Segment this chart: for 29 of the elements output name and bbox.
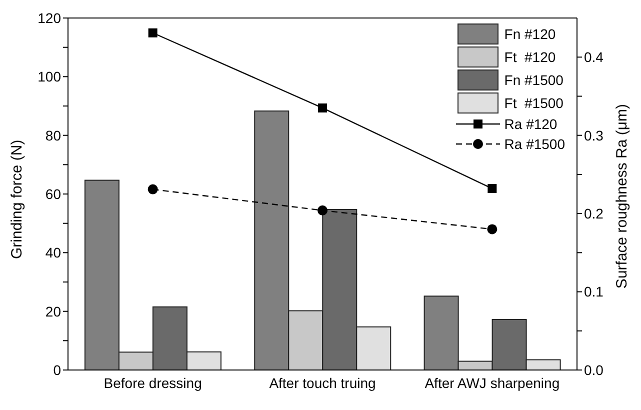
- point: [318, 103, 327, 112]
- point: [148, 28, 158, 38]
- y2-tick-label: 0.3: [584, 127, 604, 144]
- x-tick-label: After AWJ sharpening: [424, 374, 560, 391]
- x-tick-label: After touch truing: [269, 374, 376, 391]
- y-tick-label: 60: [45, 186, 62, 202]
- x-tick-label: Before dressing: [104, 374, 202, 391]
- point: [487, 224, 498, 234]
- legend-label: Ft #120: [504, 48, 556, 64]
- y-tick-label: 0: [53, 362, 62, 378]
- y-tick-label: 20: [45, 303, 62, 320]
- y-tick-label: 120: [38, 10, 62, 26]
- point: [488, 184, 497, 194]
- legend-label: Fn #1500: [504, 72, 564, 88]
- y-axis-title: Grinding force (N): [8, 140, 26, 259]
- y-tick-label: 40: [45, 244, 62, 261]
- y2-tick-label: 0.4: [584, 49, 604, 66]
- y2-tick-label: 0.2: [584, 206, 604, 222]
- y2-tick-label: 0.0: [584, 362, 604, 378]
- y-tick-label: 80: [45, 127, 62, 144]
- y2-tick-label: 0.1: [584, 284, 604, 300]
- legend-label: Ft #1500: [504, 94, 564, 110]
- legend-label: Ra #120: [504, 116, 558, 132]
- legend-label: Ra #1500: [504, 136, 565, 152]
- y2-axis-title: Surface roughness Ra (μm): [613, 104, 630, 289]
- point: [318, 205, 328, 216]
- y-tick-label: 100: [38, 68, 62, 85]
- point: [148, 184, 158, 194]
- legend-label: Fn #120: [504, 26, 556, 42]
